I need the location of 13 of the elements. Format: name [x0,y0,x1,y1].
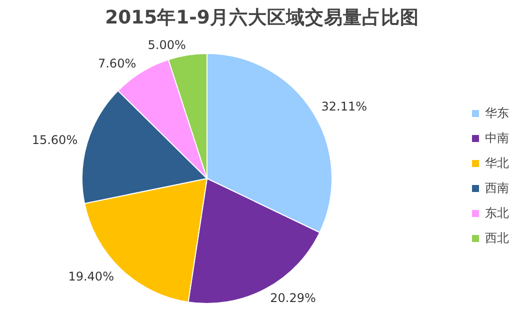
data-label: 20.29% [270,290,316,305]
legend-label: 西南 [485,180,509,196]
legend-label: 西北 [485,230,509,246]
legend-label: 华北 [485,154,509,172]
data-label: 7.60% [98,56,136,71]
data-label: 5.00% [148,38,186,52]
legend-label: 华东 [485,104,509,122]
legend-label: 东北 [485,204,509,222]
legend-label: 中南 [485,130,509,146]
data-label: 15.60% [32,133,78,148]
chart-title: 2015年1-9月六大区域交易量占比图 [105,6,419,28]
data-label: 32.11% [321,100,367,114]
data-label: 19.40% [68,269,114,284]
